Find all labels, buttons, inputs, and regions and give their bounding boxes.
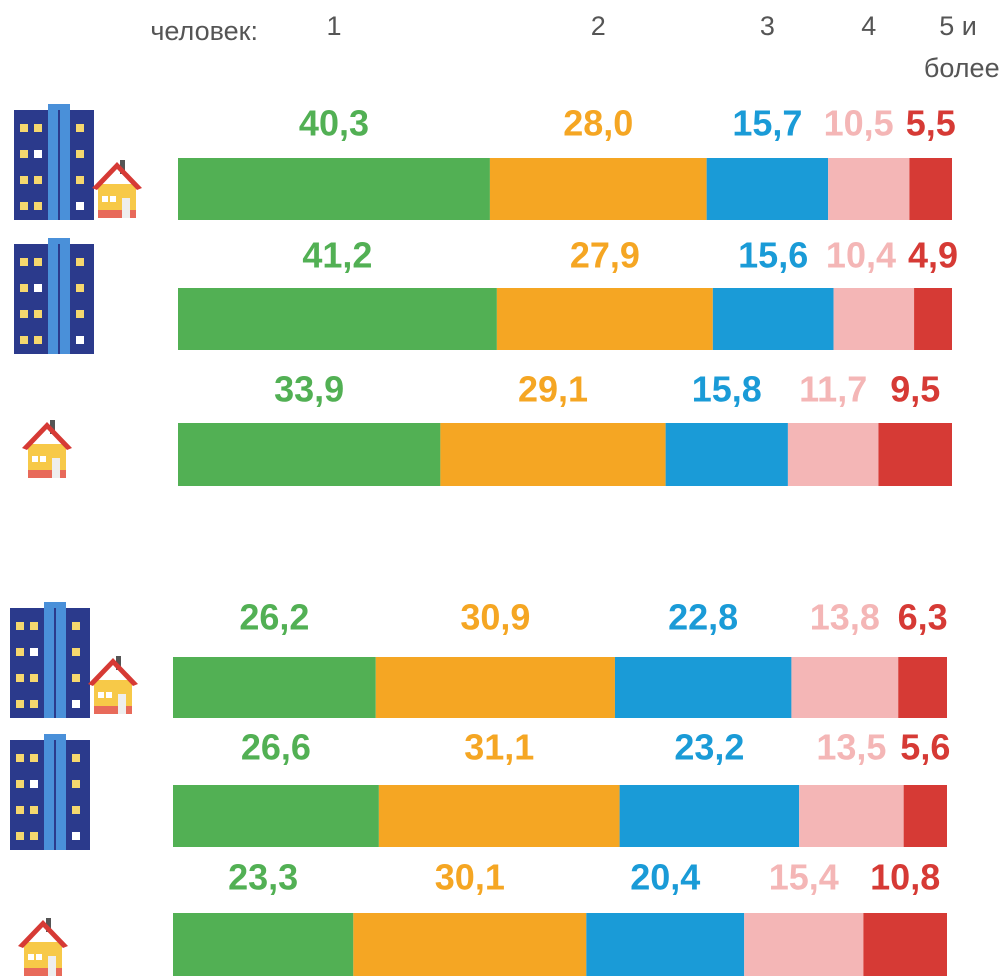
bar-segment [353, 913, 587, 976]
bar-segment [178, 288, 497, 350]
bar-segment [833, 288, 915, 350]
bar-segment [614, 657, 792, 718]
value-label: 10,4 [826, 235, 896, 276]
value-label: 30,9 [460, 597, 530, 638]
bar-segment [914, 288, 952, 350]
value-label: 4,9 [908, 235, 958, 276]
bar-segment [173, 657, 376, 718]
bar-segment [619, 785, 800, 847]
legend-label-line: 5 и [939, 11, 977, 41]
bar-segment [440, 423, 666, 486]
legend-label: 1 [326, 11, 341, 41]
bar-segment [586, 913, 745, 976]
bar-segment [744, 913, 864, 976]
value-label: 13,5 [816, 727, 886, 768]
bar-segment [173, 785, 379, 847]
bar-segment [173, 913, 354, 976]
bar-segment [489, 158, 707, 220]
value-label: 27,9 [570, 235, 640, 276]
value-label: 15,8 [692, 369, 762, 410]
bar-segment [496, 288, 713, 350]
bar-segment [378, 785, 620, 847]
value-label: 15,7 [732, 103, 802, 144]
bar-segment [898, 657, 947, 718]
value-label: 26,6 [241, 727, 311, 768]
value-label: 11,7 [799, 369, 867, 410]
value-label: 26,2 [239, 597, 309, 638]
bar-segment [375, 657, 615, 718]
value-label: 28,0 [563, 103, 633, 144]
value-label: 5,5 [906, 103, 956, 144]
value-label: 5,6 [900, 727, 950, 768]
value-label: 31,1 [464, 727, 534, 768]
value-label: 41,2 [302, 235, 372, 276]
bar-segment [909, 158, 952, 220]
bar-segment [178, 158, 490, 220]
bar-segment [712, 288, 834, 350]
bar-segment [178, 423, 441, 486]
value-label: 23,3 [228, 857, 298, 898]
legend-label: 5 и более [916, 11, 999, 83]
value-label: 30,1 [435, 857, 505, 898]
bar-segment [799, 785, 904, 847]
bar-segment [787, 423, 879, 486]
icons [9, 103, 142, 976]
value-label: 29,1 [518, 369, 588, 410]
value-label: 15,4 [769, 857, 839, 898]
legend-label: 4 [861, 11, 876, 41]
bar-segment [863, 913, 947, 976]
legend-label-line: более [916, 53, 999, 83]
value-label: 10,5 [824, 103, 894, 144]
bar-segment [903, 785, 947, 847]
value-label: 23,2 [674, 727, 744, 768]
legend-title: человек: [150, 16, 258, 46]
value-label: 13,8 [810, 597, 880, 638]
legend-label: 2 [591, 11, 606, 41]
value-label: 10,8 [870, 857, 940, 898]
bar-segment [828, 158, 910, 220]
bar-segment [706, 158, 829, 220]
bar-segment [791, 657, 899, 718]
value-label: 20,4 [630, 857, 700, 898]
value-label: 9,5 [890, 369, 940, 410]
value-label: 22,8 [668, 597, 738, 638]
legend-label: 3 [760, 11, 775, 41]
value-label: 6,3 [898, 597, 948, 638]
bar-segment [665, 423, 788, 486]
value-label: 33,9 [274, 369, 344, 410]
bar-segment [878, 423, 952, 486]
value-label: 40,3 [299, 103, 369, 144]
value-label: 15,6 [738, 235, 808, 276]
